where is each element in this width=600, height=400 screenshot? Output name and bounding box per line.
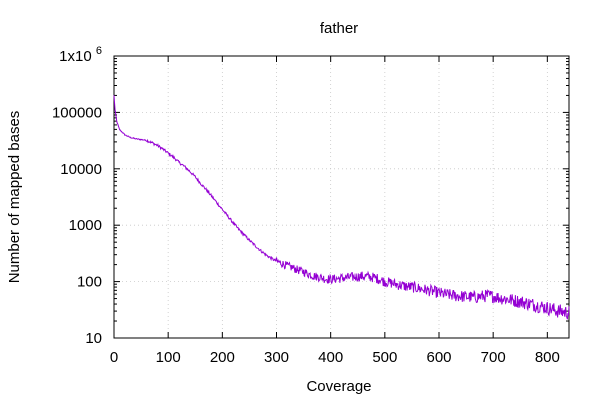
y-axis-label: Number of mapped bases (6, 111, 23, 284)
y-tick-label: 100000 (52, 104, 102, 121)
x-axis-label: Coverage (306, 378, 371, 395)
x-tick-label: 0 (110, 349, 118, 366)
series-layer (113, 95, 570, 320)
x-tick-label: 800 (535, 349, 560, 366)
x-tick-label: 600 (426, 349, 451, 366)
axis-ticks (113, 55, 569, 339)
x-tick-label: 700 (481, 349, 506, 366)
tick-labels: 0 100 200 300 400 500 600 700 800 10 100 1000 10000 1… (52, 45, 560, 366)
y-top-tick-base: 1x10 (59, 48, 96, 65)
plot-area-frame (113, 55, 570, 339)
series-line-0 (113, 95, 570, 320)
y-top-tick-exponent: 6 (96, 45, 102, 57)
x-tick-label: 200 (210, 349, 235, 366)
x-tick-label: 100 (156, 349, 181, 366)
x-tick-label: 500 (372, 349, 397, 366)
y-tick-label-top: 1x10 6 (59, 45, 102, 65)
y-tick-label: 1000 (69, 217, 102, 234)
y-tick-label: 10 (85, 330, 102, 347)
chart-title: father (320, 20, 358, 37)
x-tick-label: 300 (264, 349, 289, 366)
y-tick-label: 100 (77, 274, 102, 291)
x-tick-label: 400 (318, 349, 343, 366)
y-tick-label: 10000 (60, 161, 102, 178)
